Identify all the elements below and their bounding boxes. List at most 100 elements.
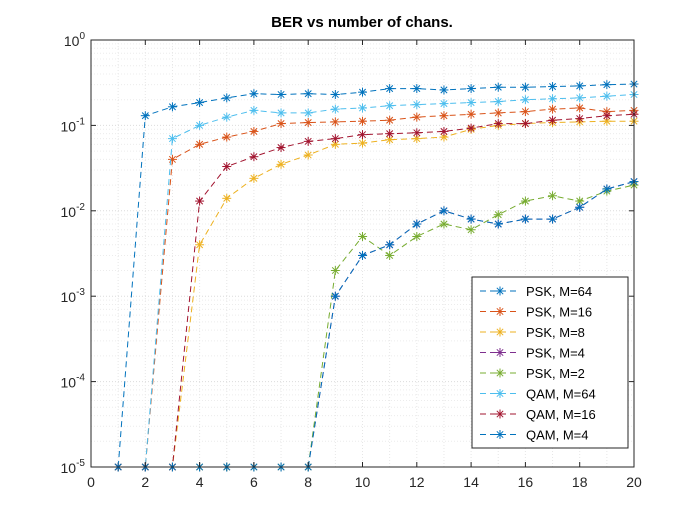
asterisk-marker <box>520 119 530 129</box>
asterisk-marker <box>330 104 340 114</box>
asterisk-marker <box>140 111 150 121</box>
y-tick-exponent: -4 <box>76 373 85 384</box>
legend-item: PSK, M=16 <box>480 305 592 320</box>
x-tick-label: 2 <box>141 474 149 490</box>
y-tick-base: 10 <box>61 460 77 476</box>
y-tick-exponent: -2 <box>76 202 85 213</box>
asterisk-marker <box>195 196 205 206</box>
asterisk-marker <box>439 126 449 136</box>
y-tick-base: 10 <box>61 204 77 220</box>
asterisk-marker <box>385 129 395 139</box>
x-tick-label: 6 <box>250 474 258 490</box>
asterisk-marker <box>520 214 530 224</box>
asterisk-marker <box>520 82 530 92</box>
asterisk-marker <box>412 100 422 110</box>
asterisk-marker <box>303 89 313 99</box>
y-tick-label: 10-4 <box>61 373 86 391</box>
asterisk-marker <box>439 111 449 121</box>
asterisk-marker <box>575 114 585 124</box>
asterisk-marker <box>358 232 367 242</box>
legend-label: QAM, M=4 <box>526 428 589 443</box>
asterisk-marker <box>358 250 367 260</box>
asterisk-marker <box>495 348 505 357</box>
y-tick-exponent: -3 <box>76 287 85 298</box>
asterisk-marker <box>167 154 177 164</box>
legend-label: PSK, M=8 <box>526 325 585 340</box>
asterisk-marker <box>358 138 367 148</box>
legend: PSK, M=64 PSK, M=16 PSK, M=8 PSK, M=4 PSK, M… <box>471 276 629 449</box>
legend-label: PSK, M=16 <box>526 305 592 320</box>
asterisk-marker <box>495 286 505 296</box>
legend-item: QAM, M=16 <box>480 407 596 422</box>
asterisk-marker <box>222 132 232 142</box>
asterisk-marker <box>520 107 530 117</box>
asterisk-marker <box>466 84 476 94</box>
asterisk-marker <box>412 84 422 94</box>
asterisk-marker <box>222 162 232 172</box>
asterisk-marker <box>548 115 558 125</box>
asterisk-marker <box>195 120 205 130</box>
asterisk-marker <box>385 250 395 260</box>
x-tick-label: 8 <box>304 474 312 490</box>
asterisk-marker <box>575 81 585 91</box>
asterisk-marker <box>195 98 205 108</box>
asterisk-marker <box>548 104 558 114</box>
asterisk-marker <box>276 90 286 100</box>
asterisk-marker <box>385 240 395 250</box>
asterisk-marker <box>602 80 612 90</box>
asterisk-marker <box>167 102 177 112</box>
asterisk-marker <box>249 105 259 115</box>
asterisk-marker <box>493 108 503 118</box>
legend-item: QAM, M=4 <box>480 428 589 443</box>
asterisk-marker <box>495 368 505 378</box>
x-tick-label: 20 <box>626 474 642 490</box>
asterisk-marker <box>358 103 367 113</box>
asterisk-marker <box>412 232 422 242</box>
asterisk-marker <box>495 430 505 439</box>
legend-label: QAM, M=64 <box>526 387 596 402</box>
asterisk-marker <box>493 119 503 129</box>
asterisk-marker <box>466 123 476 133</box>
asterisk-marker <box>385 84 395 94</box>
asterisk-marker <box>495 389 505 398</box>
asterisk-marker <box>249 152 259 162</box>
x-tick-label: 4 <box>196 474 204 490</box>
asterisk-marker <box>575 202 585 212</box>
asterisk-marker <box>439 219 449 229</box>
asterisk-marker <box>167 134 177 144</box>
y-tick-base: 10 <box>64 33 80 49</box>
asterisk-marker <box>575 93 585 103</box>
asterisk-marker <box>385 115 395 125</box>
asterisk-marker <box>412 134 422 144</box>
asterisk-marker <box>575 196 585 206</box>
asterisk-marker <box>195 139 205 149</box>
asterisk-marker <box>195 240 205 250</box>
legend-item: PSK, M=8 <box>480 325 585 340</box>
y-tick-label: 10-5 <box>61 458 86 476</box>
x-tick-label: 10 <box>355 474 371 490</box>
legend-label: PSK, M=4 <box>526 346 585 361</box>
asterisk-marker <box>602 111 612 121</box>
asterisk-marker <box>493 219 503 229</box>
asterisk-marker <box>249 89 259 99</box>
asterisk-marker <box>222 93 232 103</box>
asterisk-marker <box>495 409 505 419</box>
asterisk-marker <box>520 95 530 105</box>
asterisk-marker <box>358 87 367 97</box>
x-tick-label: 12 <box>409 474 425 490</box>
series-line <box>117 83 635 468</box>
asterisk-marker <box>358 116 367 126</box>
asterisk-marker <box>303 136 313 146</box>
y-tick-exponent: -1 <box>76 116 85 127</box>
asterisk-marker <box>602 184 612 194</box>
grid <box>91 40 634 467</box>
asterisk-marker <box>575 103 585 113</box>
y-tick-label: 10-1 <box>61 116 86 134</box>
asterisk-marker <box>330 117 340 127</box>
asterisk-marker <box>276 119 286 129</box>
asterisk-marker <box>439 206 449 216</box>
series-line <box>118 94 635 468</box>
y-tick-base: 10 <box>61 375 77 391</box>
